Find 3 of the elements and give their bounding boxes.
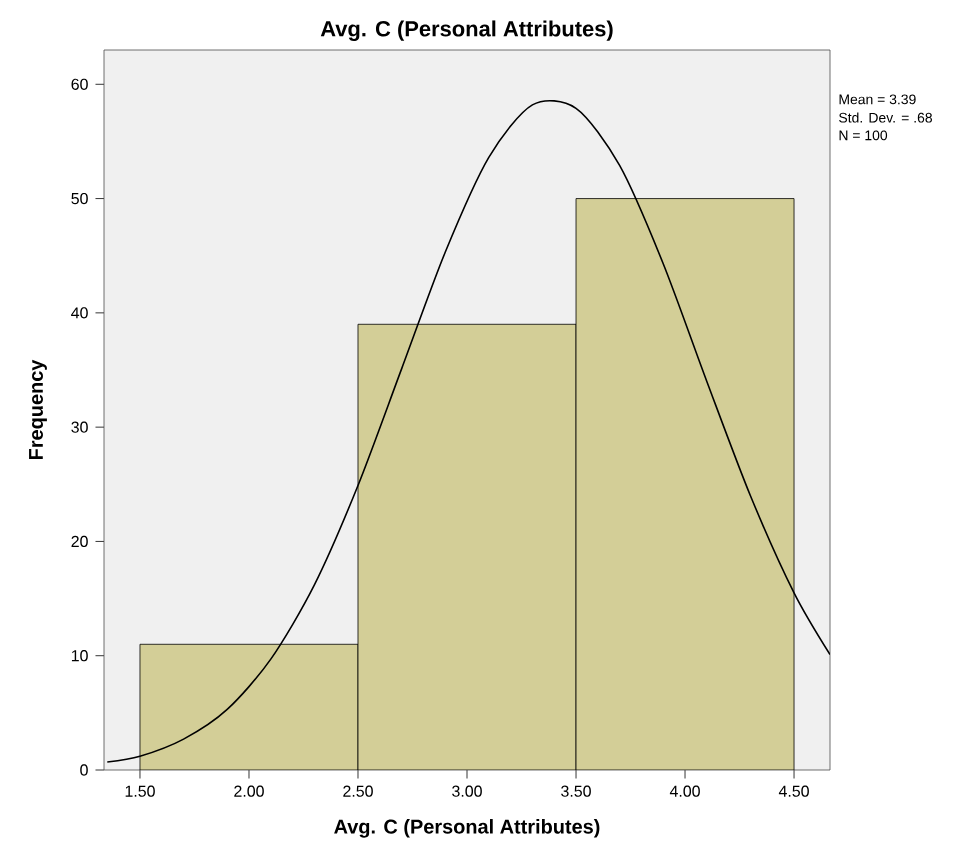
chart-title: Avg. C (Personal Attributes) <box>320 20 613 41</box>
y-axis-title: Frequency <box>29 359 47 460</box>
x-axis-title: Avg. C (Personal Attributes) <box>334 819 600 838</box>
